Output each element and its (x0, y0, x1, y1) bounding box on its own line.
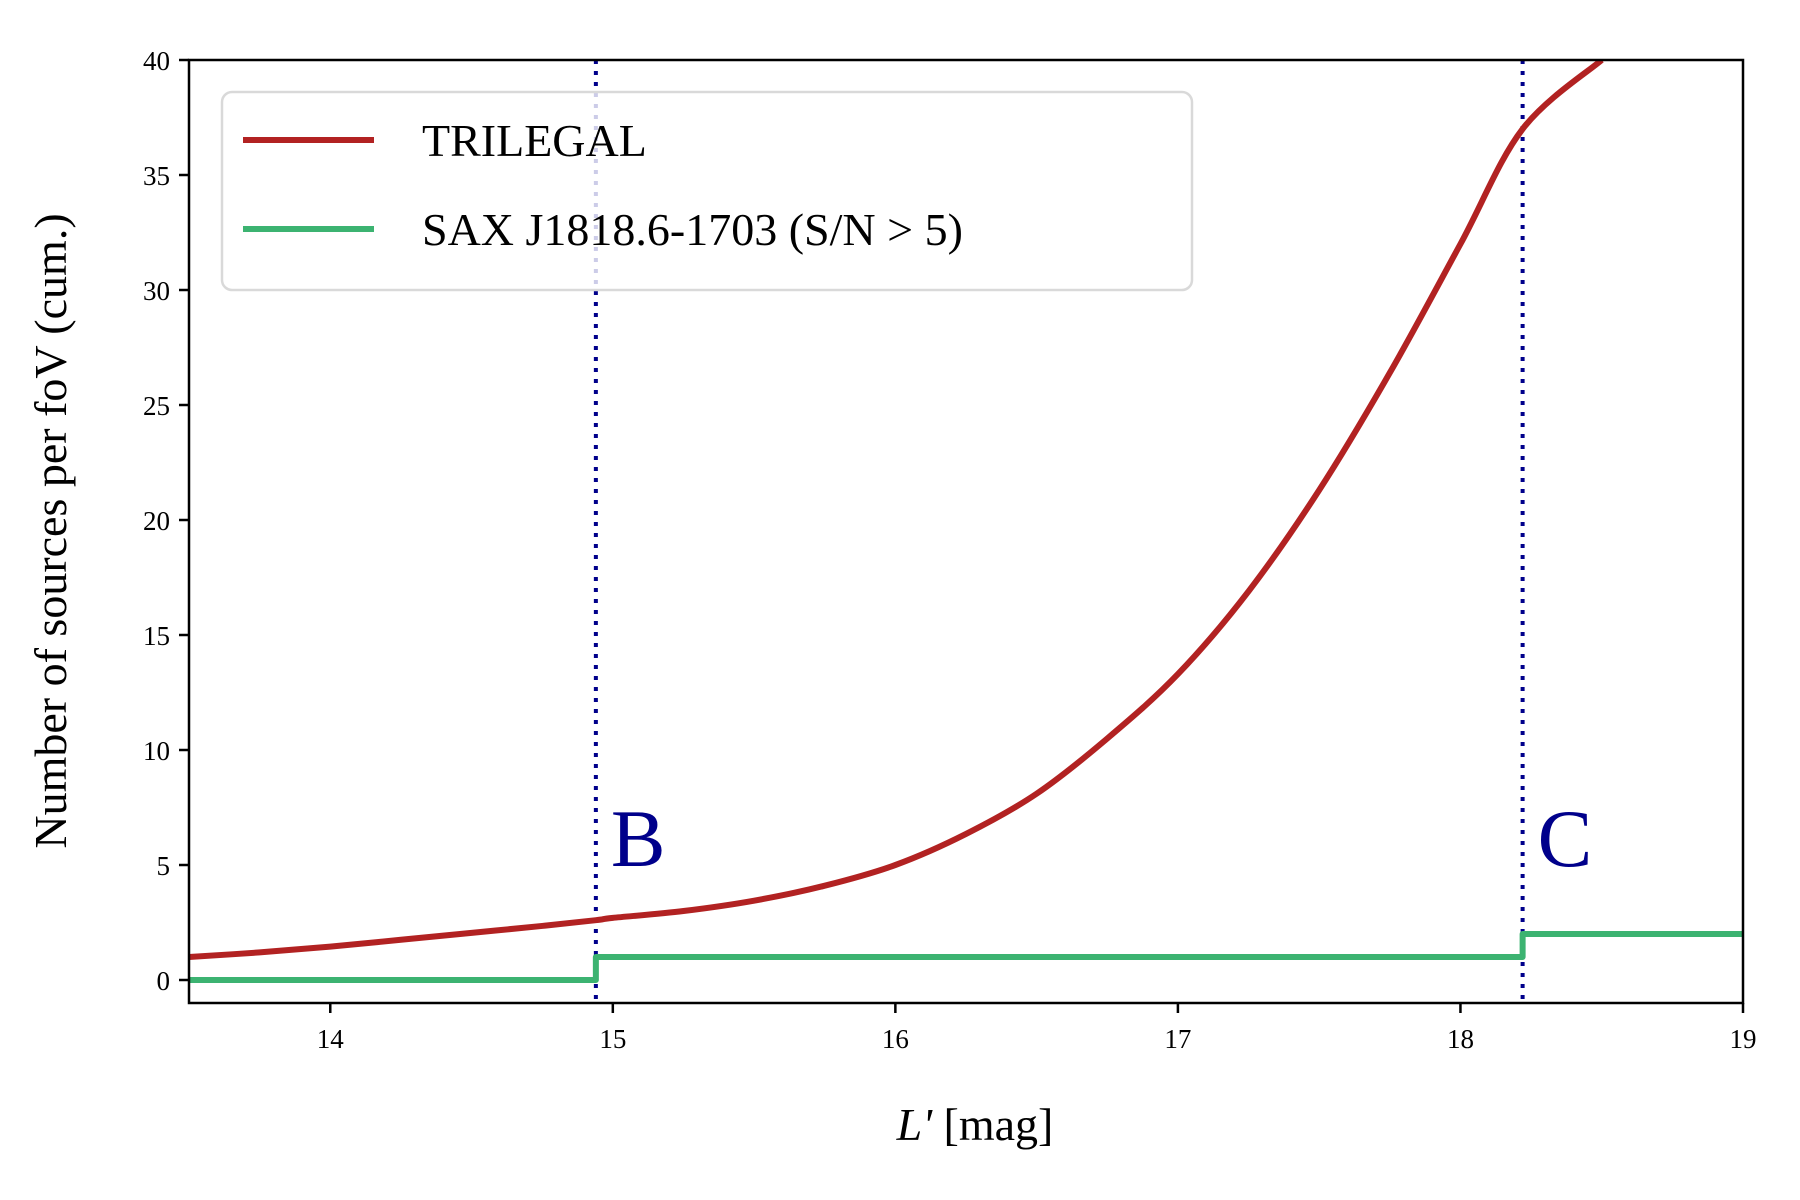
x-axis-label-symbol: L' (896, 1099, 934, 1150)
series-line-2 (189, 931, 1743, 983)
y-tick-label: 40 (143, 46, 170, 76)
y-axis-label: Number of sources per foV (cum.) (25, 213, 76, 848)
x-tick-label: 14 (317, 1024, 345, 1054)
x-tick-label: 17 (1164, 1024, 1191, 1054)
y-tick-label: 20 (143, 506, 170, 536)
legend-label-2: SAX J1818.6-1703 (S/N > 5) (422, 204, 963, 255)
legend-box (220, 90, 1194, 292)
x-axis-label-unit: [mag] (932, 1099, 1053, 1150)
y-tick-label: 0 (157, 966, 171, 996)
x-tick-label: 19 (1730, 1024, 1757, 1054)
axes: 14 15 16 17 18 19 0 5 10 15 20 25 30 35 40 (143, 46, 1757, 1054)
legend: TRILEGAL SAX J1818.6-1703 (S/N > 5) (220, 90, 1194, 292)
axes-frame (187, 58, 1745, 1005)
x-tick-label: 15 (599, 1024, 626, 1054)
x-axis-label: L' [mag] (896, 1099, 1054, 1150)
series-line-1 (189, 60, 1604, 960)
y-tick-label: 10 (143, 736, 170, 766)
x-tick-label: 16 (882, 1024, 909, 1054)
annotation-C: C (1538, 793, 1593, 884)
y-tick-label: 25 (143, 391, 170, 421)
y-tick-label: 30 (143, 276, 170, 306)
y-tick-label: 5 (157, 851, 171, 881)
y-tick-label: 35 (143, 161, 170, 191)
y-tick-label: 15 (143, 621, 170, 651)
legend-label-1: TRILEGAL (422, 115, 647, 166)
annotation-B: B (611, 793, 666, 884)
x-tick-label: 18 (1447, 1024, 1474, 1054)
